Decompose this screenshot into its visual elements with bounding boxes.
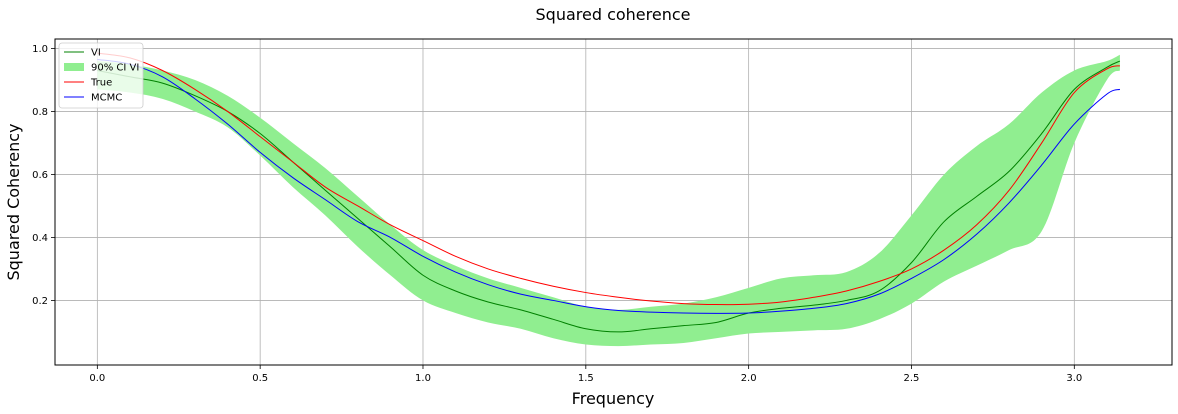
legend-label: True xyxy=(90,78,112,89)
y-axis-label: Squared Coherency xyxy=(4,124,23,281)
x-tick-label: 2.5 xyxy=(904,373,920,384)
x-tick-label: 1.5 xyxy=(578,373,594,384)
legend-label: MCMC xyxy=(91,93,122,104)
y-tick-label: 1.0 xyxy=(32,44,48,55)
x-axis-ticks: 0.0 0.5 1.0 1.5 2.0 2.5 3.0 xyxy=(89,365,1082,384)
series-line-vi xyxy=(97,60,1121,333)
legend-box xyxy=(58,42,144,109)
y-tick-label: 0.6 xyxy=(32,170,48,181)
y-tick-label: 0.8 xyxy=(32,107,48,118)
y-axis-ticks: 0.2 0.4 0.6 0.8 1.0 xyxy=(32,44,55,307)
x-axis-label: Frequency xyxy=(572,389,655,408)
x-tick-label: 0.5 xyxy=(252,373,268,384)
chart-title: Squared coherence xyxy=(536,5,691,24)
x-tick-label: 1.0 xyxy=(415,373,431,384)
series-line-true xyxy=(97,52,1121,306)
y-tick-label: 0.4 xyxy=(32,233,48,244)
plot-series xyxy=(97,52,1121,347)
x-tick-label: 2.0 xyxy=(741,373,757,384)
legend-swatch-band xyxy=(64,63,84,71)
x-tick-label: 3.0 xyxy=(1066,373,1082,384)
x-tick-label: 0.0 xyxy=(89,373,105,384)
ci-band-area xyxy=(97,54,1120,347)
series-line-mcmc xyxy=(97,58,1121,314)
legend-label: 90% CI VI xyxy=(91,63,139,74)
legend: VI 90% CI VI True MCMC xyxy=(58,42,144,109)
y-tick-label: 0.2 xyxy=(32,296,48,307)
plot-frame xyxy=(54,38,1173,366)
legend-label: VI xyxy=(91,48,101,59)
